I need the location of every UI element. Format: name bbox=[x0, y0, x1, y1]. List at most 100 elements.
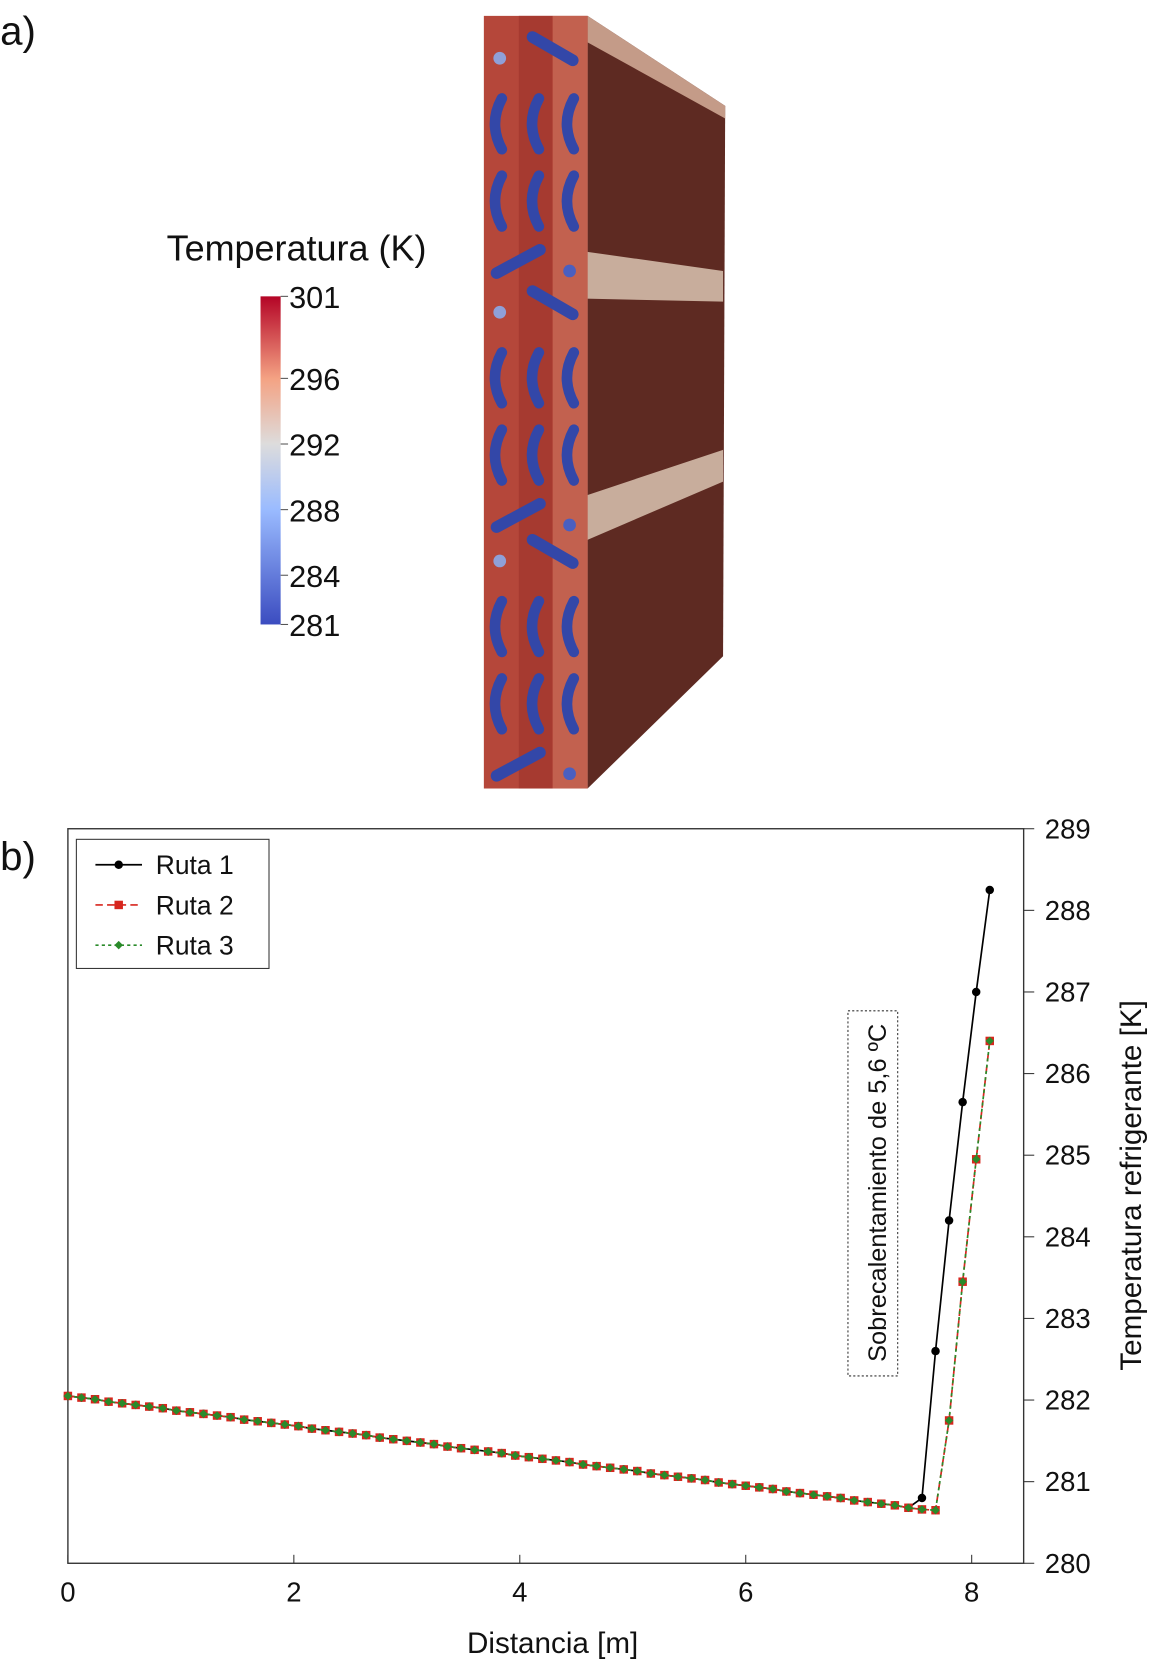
tube-end bbox=[493, 51, 507, 65]
tube bbox=[561, 170, 580, 232]
marker bbox=[755, 1483, 764, 1492]
colorbar-tick-label: 301 bbox=[289, 280, 340, 315]
tube bbox=[526, 285, 579, 321]
marker bbox=[402, 1436, 412, 1446]
marker bbox=[185, 1408, 195, 1417]
marker bbox=[104, 1397, 113, 1406]
marker bbox=[673, 1472, 683, 1481]
tube-end bbox=[493, 305, 507, 319]
marker bbox=[836, 1493, 845, 1503]
side-band bbox=[587, 15, 726, 119]
marker bbox=[809, 1490, 818, 1499]
marker bbox=[782, 1487, 791, 1496]
x-tick-label: 0 bbox=[60, 1576, 75, 1607]
marker bbox=[456, 1443, 466, 1453]
colorbar bbox=[260, 296, 281, 625]
marker bbox=[985, 885, 994, 895]
marker bbox=[538, 1454, 547, 1464]
y-tick-label: 286 bbox=[1045, 1058, 1091, 1089]
marker bbox=[985, 1036, 994, 1046]
colorbar-tick-label: 284 bbox=[289, 559, 340, 594]
x-tick-label: 6 bbox=[738, 1576, 753, 1607]
tube bbox=[489, 93, 508, 155]
tube bbox=[489, 595, 508, 658]
tube bbox=[561, 424, 580, 486]
marker bbox=[904, 1503, 913, 1513]
legend-label: Ruta 2 bbox=[156, 890, 234, 920]
marker bbox=[117, 1399, 127, 1408]
colorbar-tick-label: 292 bbox=[289, 428, 340, 463]
marker bbox=[633, 1466, 642, 1476]
tube bbox=[490, 497, 546, 533]
x-tick-label: 2 bbox=[286, 1576, 301, 1607]
marker bbox=[768, 1484, 778, 1494]
tube bbox=[489, 424, 508, 486]
tube bbox=[561, 595, 580, 658]
tube bbox=[490, 746, 546, 782]
y-tick-label: 282 bbox=[1045, 1385, 1091, 1416]
y-tick-label: 284 bbox=[1045, 1221, 1091, 1252]
marker bbox=[470, 1445, 479, 1455]
panel-label: b) bbox=[0, 834, 36, 879]
marker bbox=[890, 1501, 900, 1510]
tube-end bbox=[493, 554, 507, 568]
annotation: Sobrecalentamiento de 5,6 ºC bbox=[864, 1024, 892, 1362]
legend bbox=[75, 838, 270, 969]
marker bbox=[660, 1470, 669, 1480]
x-tick-label: 4 bbox=[512, 1576, 527, 1607]
tube bbox=[490, 243, 546, 279]
marker bbox=[714, 1478, 723, 1487]
marker bbox=[863, 1497, 872, 1507]
heat-exchanger-render bbox=[483, 15, 726, 789]
marker bbox=[348, 1429, 357, 1438]
tube bbox=[561, 673, 580, 735]
tube bbox=[526, 533, 579, 569]
marker bbox=[646, 1469, 656, 1478]
y-tick-label: 285 bbox=[1045, 1140, 1091, 1171]
marker bbox=[822, 1492, 832, 1501]
y-tick-label: 288 bbox=[1045, 895, 1091, 926]
marker bbox=[944, 1216, 954, 1225]
plot-area bbox=[67, 828, 1025, 1564]
tube bbox=[526, 595, 545, 658]
legend-label: Ruta 3 bbox=[156, 931, 234, 961]
marker bbox=[551, 1456, 561, 1465]
tube bbox=[526, 170, 545, 232]
marker bbox=[849, 1496, 859, 1505]
panel-label: a) bbox=[0, 8, 36, 53]
tube bbox=[489, 673, 508, 735]
marker bbox=[497, 1448, 506, 1458]
marker bbox=[63, 1391, 73, 1401]
marker bbox=[483, 1447, 493, 1456]
tube bbox=[561, 93, 580, 155]
y-tick-label: 280 bbox=[1045, 1548, 1091, 1579]
annotation-box bbox=[847, 1010, 899, 1377]
marker bbox=[114, 940, 123, 950]
marker bbox=[145, 1402, 154, 1411]
marker bbox=[443, 1442, 452, 1451]
tube bbox=[489, 347, 508, 409]
marker bbox=[578, 1460, 588, 1469]
marker bbox=[795, 1488, 805, 1498]
marker bbox=[565, 1457, 574, 1467]
y-tick-label: 289 bbox=[1045, 813, 1091, 844]
tube-end bbox=[563, 264, 576, 278]
marker bbox=[605, 1463, 615, 1473]
side-band bbox=[580, 250, 724, 302]
marker bbox=[877, 1499, 886, 1508]
tube bbox=[526, 93, 545, 155]
y-tick-label: 287 bbox=[1045, 976, 1091, 1007]
marker bbox=[199, 1409, 208, 1419]
tube bbox=[561, 347, 580, 409]
colorbar-title: Temperatura (K) bbox=[167, 227, 427, 268]
y-tick-label: 283 bbox=[1045, 1303, 1091, 1334]
tube bbox=[526, 673, 545, 735]
marker bbox=[931, 1505, 940, 1515]
tube bbox=[526, 347, 545, 409]
marker bbox=[917, 1505, 927, 1514]
y-tick-label: 281 bbox=[1045, 1466, 1091, 1497]
tube-end bbox=[563, 518, 576, 532]
tube-end bbox=[563, 767, 576, 781]
